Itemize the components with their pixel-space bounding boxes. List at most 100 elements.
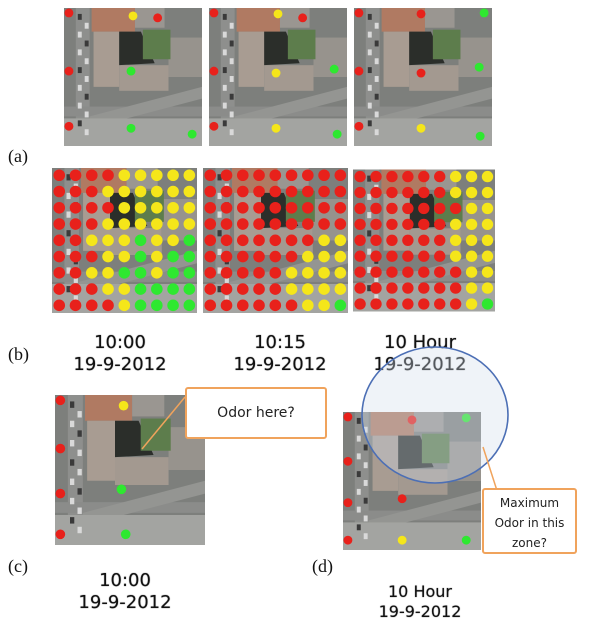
sensor-dot [302,234,314,247]
sensor-dot [481,218,494,231]
sensor-dot [85,299,98,312]
sensor-dot [64,121,74,131]
sensor-dot [102,218,114,230]
sensor-dot [285,283,298,295]
sensor-dot [481,186,494,199]
car [363,444,368,451]
sensor-dot [481,202,494,215]
car [367,31,372,38]
sensor-dot [354,121,364,131]
sensor-dot [449,298,462,310]
car [229,58,234,65]
car [222,102,227,109]
car [66,286,71,293]
map-a-1 [64,8,202,146]
sensor-dot [285,218,298,230]
sensor-dot [474,62,484,72]
sensor-dot [318,299,330,312]
sensor-dot [220,234,233,247]
sensor-dot [118,218,131,230]
sensor-dot [354,8,364,18]
car [66,174,71,181]
sensor-dot [386,202,398,215]
sensor-dot [402,218,414,231]
sensor-dot [302,267,314,279]
sensor-dot [55,529,66,540]
sensor-dot [53,169,66,182]
car [73,295,78,302]
car [84,40,89,47]
sensor-dot [402,202,414,215]
sensor-dot [481,170,494,183]
car [367,248,372,255]
sensor-dot [370,234,382,246]
building-roof [238,31,265,87]
sensor-dot [334,234,347,247]
sensor-dot [269,169,282,182]
car [77,449,82,457]
sensor-dot [55,488,66,499]
car [224,295,229,302]
sensor-dot [69,169,82,182]
sensor-dot [134,250,147,263]
sensor-dot [332,129,342,139]
sensor-dot [354,202,366,215]
sensor-dot [167,234,179,247]
sensor-dot [85,250,98,263]
sensor-dot [416,68,426,78]
sensor-dot [481,282,494,294]
car [70,478,75,485]
sensor-dot [271,68,281,78]
sensor-dot [253,267,265,279]
car [374,22,379,29]
car [84,58,89,65]
sensor-dot [85,267,98,279]
sensor-dot [183,185,196,198]
sensor-dot [418,298,430,310]
car [77,507,82,514]
car [356,488,361,495]
sensor-dot [151,169,163,182]
building-roof [372,435,399,491]
sensor-dot [118,185,131,198]
car [367,212,372,219]
car [356,453,361,460]
sensor-dot [386,234,398,246]
sensor-dot [481,250,494,262]
sensor-dot [318,267,330,279]
sensor-dot [69,250,82,263]
building-roof [115,457,169,485]
sensor-dot [55,395,66,406]
sensor-dot [334,250,347,263]
sensor-dot [418,170,430,183]
map-b-1 [52,168,197,313]
sensor-dot [69,218,82,230]
caption-b-2: 10:15 19-9-2012 [210,332,350,376]
sensor-dot [370,282,382,294]
callout-maximum-odor: Maximum Odor in this zone? [482,488,577,554]
car [229,129,234,136]
sensor-dot [183,201,196,214]
sensor-dot [370,202,382,215]
sensor-dot [465,218,478,231]
sensor-dot [85,283,98,295]
sensor-dot [253,234,265,247]
sensor-dot [402,282,414,294]
sensor-dot [204,234,217,247]
building-roof [168,37,202,77]
sensor-dot [236,185,249,198]
sensor-dot [183,234,196,247]
sensor-dot [236,218,249,230]
sensor-dot [285,234,298,247]
sensor-dot [236,201,249,214]
sensor-dot [204,185,217,198]
sensor-dot [220,201,233,214]
car [84,129,89,136]
sensor-dot [126,66,136,76]
sensor-dot [386,250,398,262]
sensor-dot [354,250,366,262]
sensor-dot [102,250,114,263]
sensor-dot [53,250,66,263]
sensor-dot [465,186,478,199]
car [222,49,227,56]
